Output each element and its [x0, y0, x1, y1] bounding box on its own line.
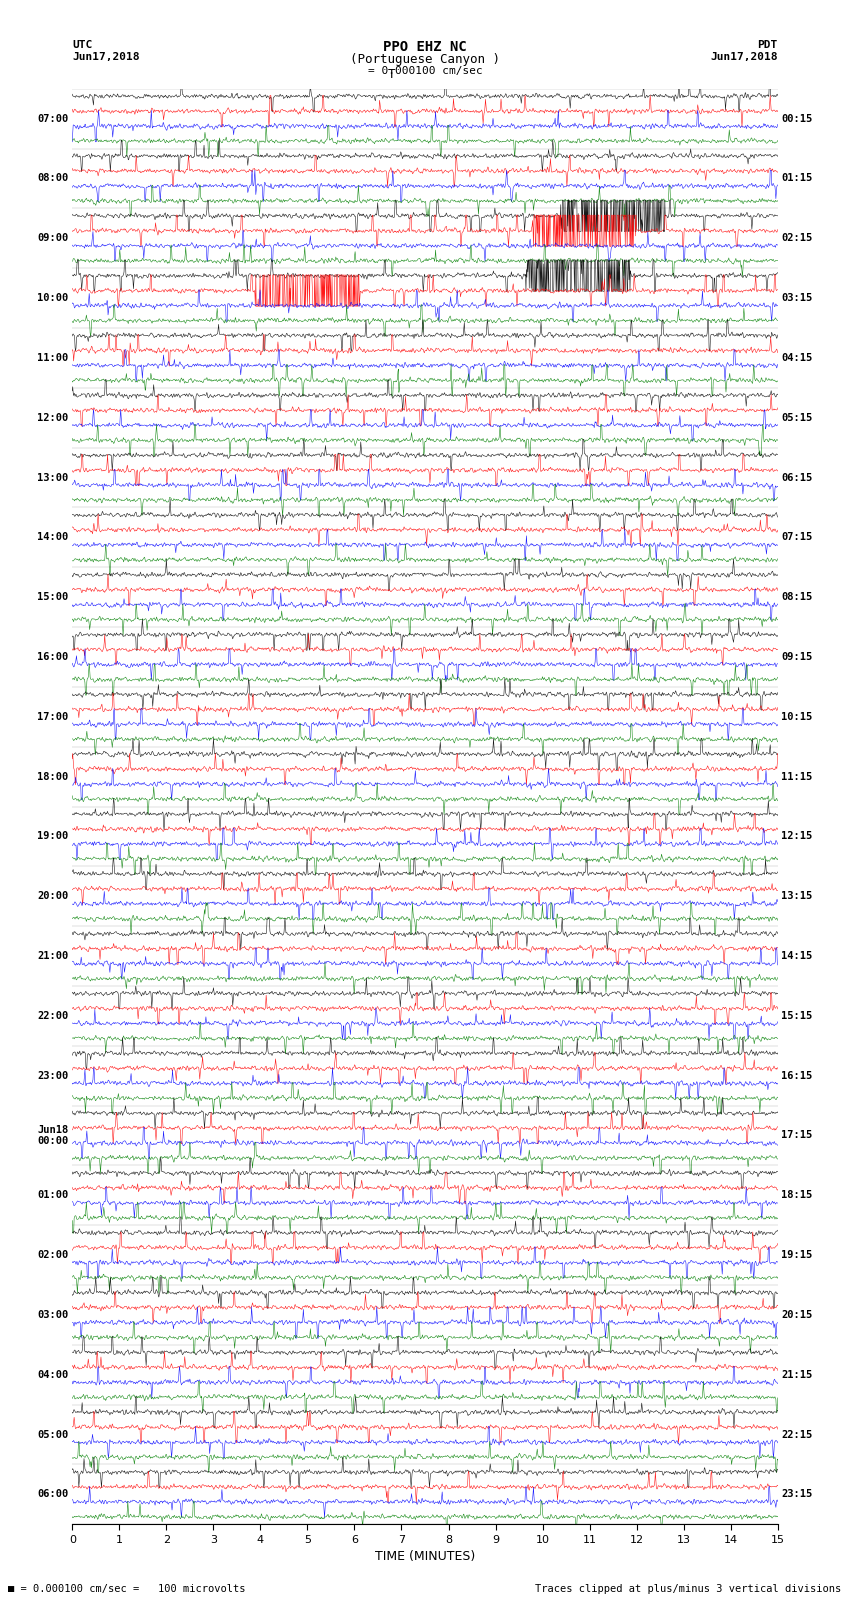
- Text: 10:00: 10:00: [37, 294, 69, 303]
- Text: 14:15: 14:15: [781, 952, 813, 961]
- Text: 22:00: 22:00: [37, 1011, 69, 1021]
- Text: 16:15: 16:15: [781, 1071, 813, 1081]
- Text: 16:00: 16:00: [37, 652, 69, 661]
- Text: 13:00: 13:00: [37, 473, 69, 482]
- Text: UTC: UTC: [72, 40, 93, 50]
- Text: PPO EHZ NC: PPO EHZ NC: [383, 40, 467, 55]
- Text: 09:15: 09:15: [781, 652, 813, 661]
- Text: = 0.000100 cm/sec: = 0.000100 cm/sec: [367, 66, 483, 76]
- Text: 20:00: 20:00: [37, 892, 69, 902]
- Text: 09:00: 09:00: [37, 234, 69, 244]
- Text: 13:15: 13:15: [781, 892, 813, 902]
- Text: 03:15: 03:15: [781, 294, 813, 303]
- Text: 10:15: 10:15: [781, 711, 813, 721]
- Text: 17:15: 17:15: [781, 1131, 813, 1140]
- Text: Traces clipped at plus/minus 3 vertical divisions: Traces clipped at plus/minus 3 vertical …: [536, 1584, 842, 1594]
- Text: 23:15: 23:15: [781, 1489, 813, 1500]
- Text: ■ = 0.000100 cm/sec =   100 microvolts: ■ = 0.000100 cm/sec = 100 microvolts: [8, 1584, 246, 1594]
- Text: 12:15: 12:15: [781, 831, 813, 842]
- Text: 01:15: 01:15: [781, 174, 813, 184]
- Text: 11:00: 11:00: [37, 353, 69, 363]
- Text: 03:00: 03:00: [37, 1310, 69, 1319]
- Text: 01:00: 01:00: [37, 1190, 69, 1200]
- Text: (Portuguese Canyon ): (Portuguese Canyon ): [350, 53, 500, 66]
- Text: 20:15: 20:15: [781, 1310, 813, 1319]
- Text: 06:00: 06:00: [37, 1489, 69, 1500]
- Text: 08:00: 08:00: [37, 174, 69, 184]
- Text: 18:00: 18:00: [37, 771, 69, 782]
- Text: 05:00: 05:00: [37, 1429, 69, 1439]
- Text: 15:15: 15:15: [781, 1011, 813, 1021]
- Text: 07:00: 07:00: [37, 113, 69, 124]
- Text: 04:15: 04:15: [781, 353, 813, 363]
- Text: 22:15: 22:15: [781, 1429, 813, 1439]
- Text: 21:15: 21:15: [781, 1369, 813, 1379]
- Text: 11:15: 11:15: [781, 771, 813, 782]
- Text: 23:00: 23:00: [37, 1071, 69, 1081]
- Text: 00:15: 00:15: [781, 113, 813, 124]
- Text: 02:15: 02:15: [781, 234, 813, 244]
- Text: 18:15: 18:15: [781, 1190, 813, 1200]
- Text: 07:15: 07:15: [781, 532, 813, 542]
- Text: 12:00: 12:00: [37, 413, 69, 423]
- Text: PDT: PDT: [757, 40, 778, 50]
- Text: Jun18
00:00: Jun18 00:00: [37, 1124, 69, 1147]
- X-axis label: TIME (MINUTES): TIME (MINUTES): [375, 1550, 475, 1563]
- Text: 15:00: 15:00: [37, 592, 69, 602]
- Text: 19:00: 19:00: [37, 831, 69, 842]
- Text: Jun17,2018: Jun17,2018: [711, 52, 778, 61]
- Text: 08:15: 08:15: [781, 592, 813, 602]
- Text: 19:15: 19:15: [781, 1250, 813, 1260]
- Text: 21:00: 21:00: [37, 952, 69, 961]
- Text: 14:00: 14:00: [37, 532, 69, 542]
- Text: 05:15: 05:15: [781, 413, 813, 423]
- Text: 02:00: 02:00: [37, 1250, 69, 1260]
- Text: 06:15: 06:15: [781, 473, 813, 482]
- Text: 04:00: 04:00: [37, 1369, 69, 1379]
- Text: Jun17,2018: Jun17,2018: [72, 52, 139, 61]
- Text: T: T: [388, 68, 394, 81]
- Text: 17:00: 17:00: [37, 711, 69, 721]
